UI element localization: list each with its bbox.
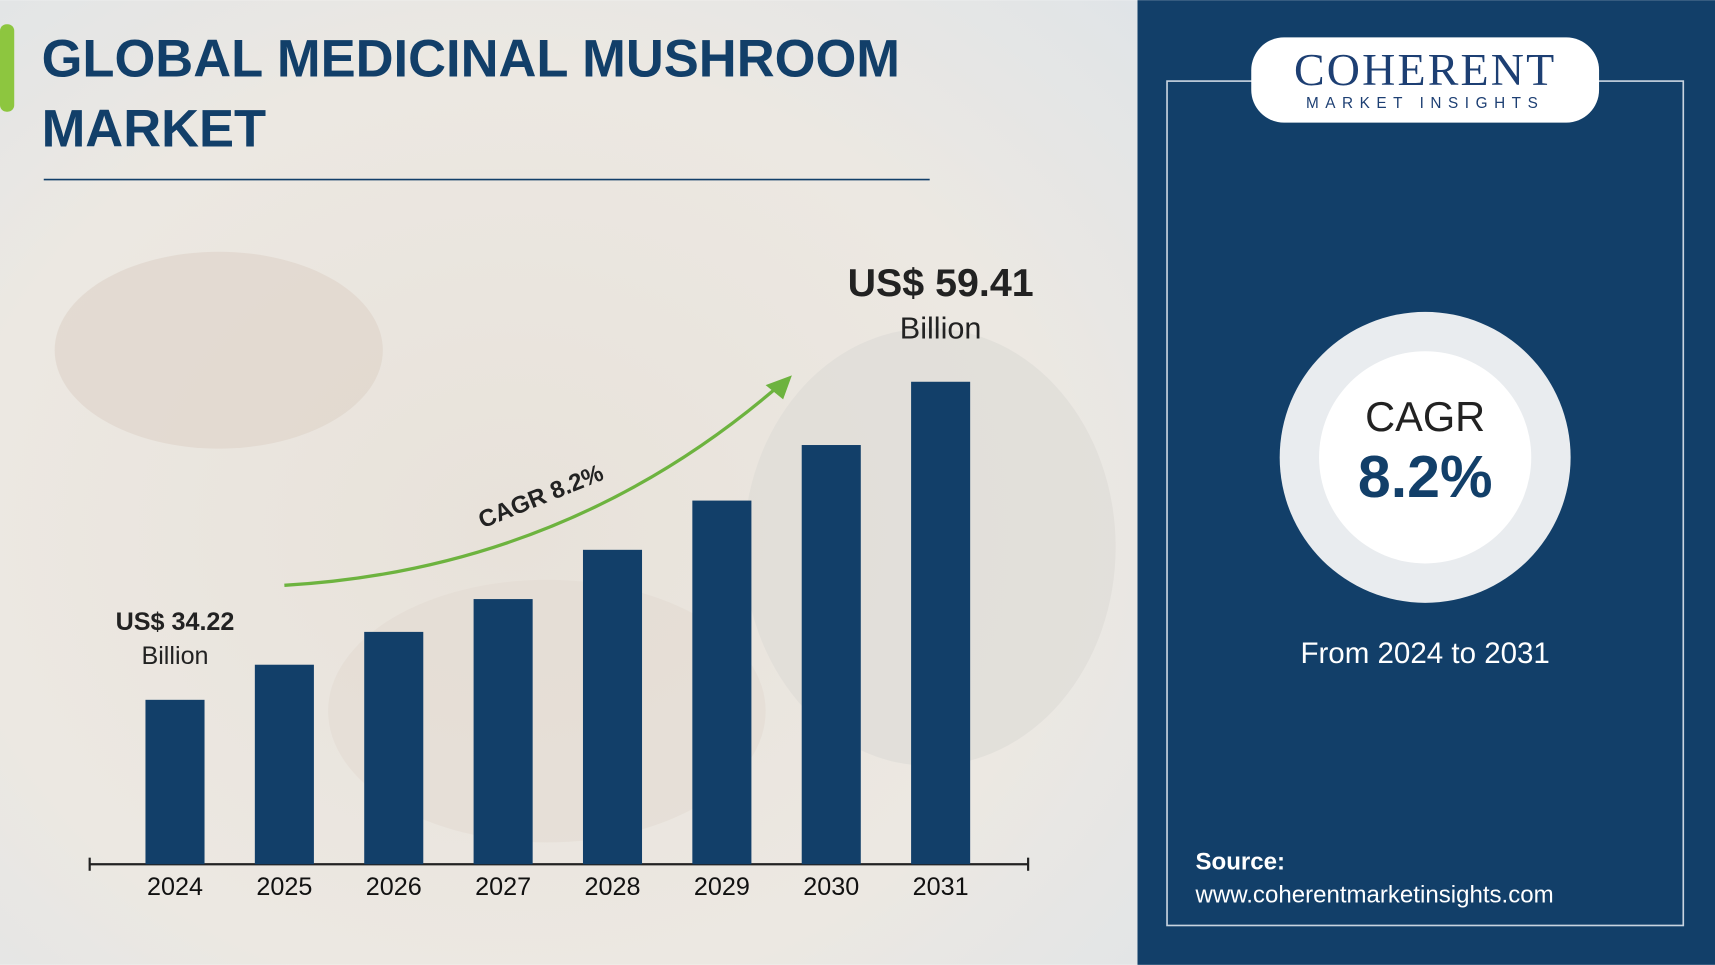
x-tick-label: 2031 <box>913 873 969 901</box>
x-tick-label: 2026 <box>366 873 422 901</box>
trend-arrow <box>284 381 784 587</box>
value-unit: Billion <box>141 642 208 670</box>
bar <box>692 500 752 865</box>
chart-title: MARKET <box>42 99 267 158</box>
cagr-value: 8.2% <box>1358 444 1493 510</box>
cagr-disc <box>1319 351 1532 564</box>
bar <box>911 381 971 865</box>
cagr-label: CAGR <box>1365 393 1485 440</box>
x-tick-label: 2025 <box>256 873 312 901</box>
bar <box>145 699 205 865</box>
period: From 2024 to 2031 <box>1300 637 1549 670</box>
x-tick-label: 2024 <box>147 873 203 901</box>
chart-title: GLOBAL MEDICINAL MUSHROOM <box>42 29 900 88</box>
x-tick-label: 2027 <box>475 873 531 901</box>
x-tick-label: 2030 <box>803 873 859 901</box>
bar <box>254 664 314 865</box>
bar <box>582 549 643 865</box>
logo-name: COHERENT <box>1294 44 1556 95</box>
bar <box>801 445 861 865</box>
decor <box>328 579 766 843</box>
logo-box <box>1251 37 1600 123</box>
source-label: Source: <box>1195 848 1285 875</box>
logo-tagline: MARKET INSIGHTS <box>1306 95 1544 112</box>
arrow-head <box>765 375 792 400</box>
value-unit: Billion <box>900 311 982 345</box>
x-tick-label: 2029 <box>694 873 750 901</box>
source-url: www.coherentmarketinsights.com <box>1194 881 1553 908</box>
accent <box>0 24 15 112</box>
bar <box>473 599 533 865</box>
decor <box>54 251 383 449</box>
bar <box>364 631 424 865</box>
x-tick-label: 2028 <box>585 873 641 901</box>
value-label: US$ 34.22 <box>116 608 235 636</box>
value-label: US$ 59.41 <box>848 261 1034 305</box>
